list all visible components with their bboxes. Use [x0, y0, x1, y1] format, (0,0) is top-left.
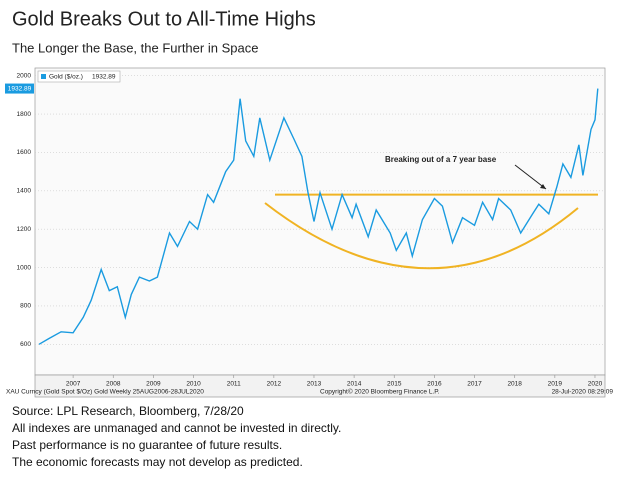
y-tick-label: 2000 — [17, 72, 32, 79]
x-tick-label: 2009 — [146, 381, 161, 388]
x-tick-label: 2012 — [267, 381, 282, 388]
price-line — [38, 88, 599, 345]
y-tick-label: 1800 — [17, 111, 32, 118]
y-tick-label: 1200 — [17, 226, 32, 233]
legend-label: Gold ($/oz.) — [49, 74, 83, 81]
note: All indexes are unmanaged and cannot be … — [12, 421, 341, 435]
chart-subtitle: The Longer the Base, the Further in Spac… — [12, 40, 258, 55]
chart-title: Gold Breaks Out to All-Time Highs — [12, 8, 316, 30]
x-tick-label: 2018 — [507, 381, 522, 388]
x-axis-band — [34, 374, 606, 398]
x-tick-label: 2017 — [467, 381, 482, 388]
x-tick-label: 2016 — [427, 381, 442, 388]
y-tick-label: 1000 — [17, 264, 32, 271]
y-tick-label: 800 — [20, 303, 31, 310]
footer-right: 28-Jul-2020 08:29:09 — [552, 389, 614, 396]
x-tick-label: 2020 — [588, 381, 603, 388]
note: The economic forecasts may not develop a… — [12, 455, 303, 469]
legend-box — [37, 70, 121, 83]
x-tick-label: 2015 — [387, 381, 402, 388]
y-tick-label: 600 — [20, 341, 31, 348]
x-tick-label: 2008 — [106, 381, 121, 388]
x-tick-label: 2011 — [227, 381, 241, 388]
arrow-head — [540, 184, 546, 189]
legend-value: 1932.89 — [92, 74, 116, 81]
y-tick-label: 1600 — [17, 149, 32, 156]
last-value-tag — [5, 83, 34, 94]
footer-left: XAU Curncy (Gold Spot $/Oz) Gold Weekly … — [6, 389, 204, 396]
x-tick-label: 2014 — [347, 381, 362, 388]
legend-swatch — [41, 74, 46, 79]
x-tick-label: 2019 — [548, 381, 563, 388]
x-tick-label: 2010 — [186, 381, 201, 388]
x-tick-label: 2007 — [66, 381, 81, 388]
annotation-arrow — [514, 164, 547, 190]
y-tick-label: 1400 — [17, 188, 32, 195]
last-value-label: 1932.89 — [8, 85, 32, 92]
note: Source: LPL Research, Bloomberg, 7/28/20 — [12, 404, 244, 418]
x-tick-label: 2013 — [307, 381, 322, 388]
plot-area — [34, 67, 606, 376]
footer-center: Copyright© 2020 Bloomberg Finance L.P. — [320, 388, 440, 396]
note: Past performance is no guarantee of futu… — [12, 438, 282, 452]
base-arc — [264, 202, 579, 270]
annotation: Breaking out of a 7 year base — [385, 155, 497, 164]
